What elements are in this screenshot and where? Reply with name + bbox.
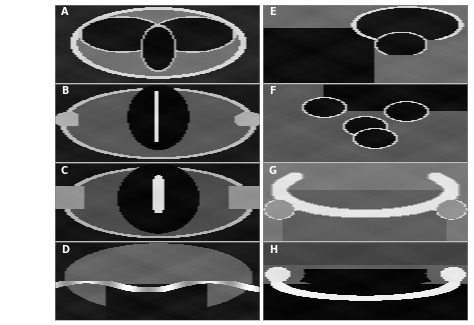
Text: C: C: [61, 165, 68, 176]
Text: E: E: [269, 7, 275, 17]
Text: B: B: [61, 86, 68, 97]
Text: F: F: [269, 86, 275, 97]
Text: G: G: [269, 165, 277, 176]
Text: D: D: [61, 245, 69, 255]
Text: H: H: [269, 245, 277, 255]
Text: A: A: [61, 7, 68, 17]
